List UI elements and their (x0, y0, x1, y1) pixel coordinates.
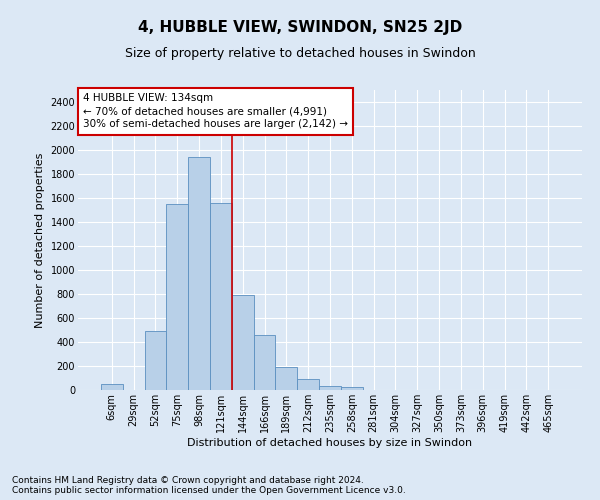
Bar (210, 203, 232, 390)
Y-axis label: Number of detached properties: Number of detached properties (35, 152, 45, 328)
Text: 4, HUBBLE VIEW, SWINDON, SN25 2JD: 4, HUBBLE VIEW, SWINDON, SN25 2JD (138, 20, 462, 35)
Bar (188, 157, 210, 390)
Bar (101, 384, 123, 390)
Text: 4 HUBBLE VIEW: 134sqm
← 70% of detached houses are smaller (4,991)
30% of semi-d: 4 HUBBLE VIEW: 134sqm ← 70% of detached … (83, 93, 348, 130)
Bar (254, 335, 275, 390)
Bar (297, 378, 319, 390)
Text: Contains HM Land Registry data © Crown copyright and database right 2024.: Contains HM Land Registry data © Crown c… (12, 476, 364, 485)
Bar (166, 204, 188, 390)
Bar (145, 331, 166, 390)
X-axis label: Distribution of detached houses by size in Swindon: Distribution of detached houses by size … (187, 438, 473, 448)
Text: Contains public sector information licensed under the Open Government Licence v3: Contains public sector information licen… (12, 486, 406, 495)
Text: Size of property relative to detached houses in Swindon: Size of property relative to detached ho… (125, 48, 475, 60)
Bar (319, 386, 341, 390)
Bar (232, 295, 254, 390)
Bar (275, 366, 297, 390)
Bar (341, 387, 363, 390)
